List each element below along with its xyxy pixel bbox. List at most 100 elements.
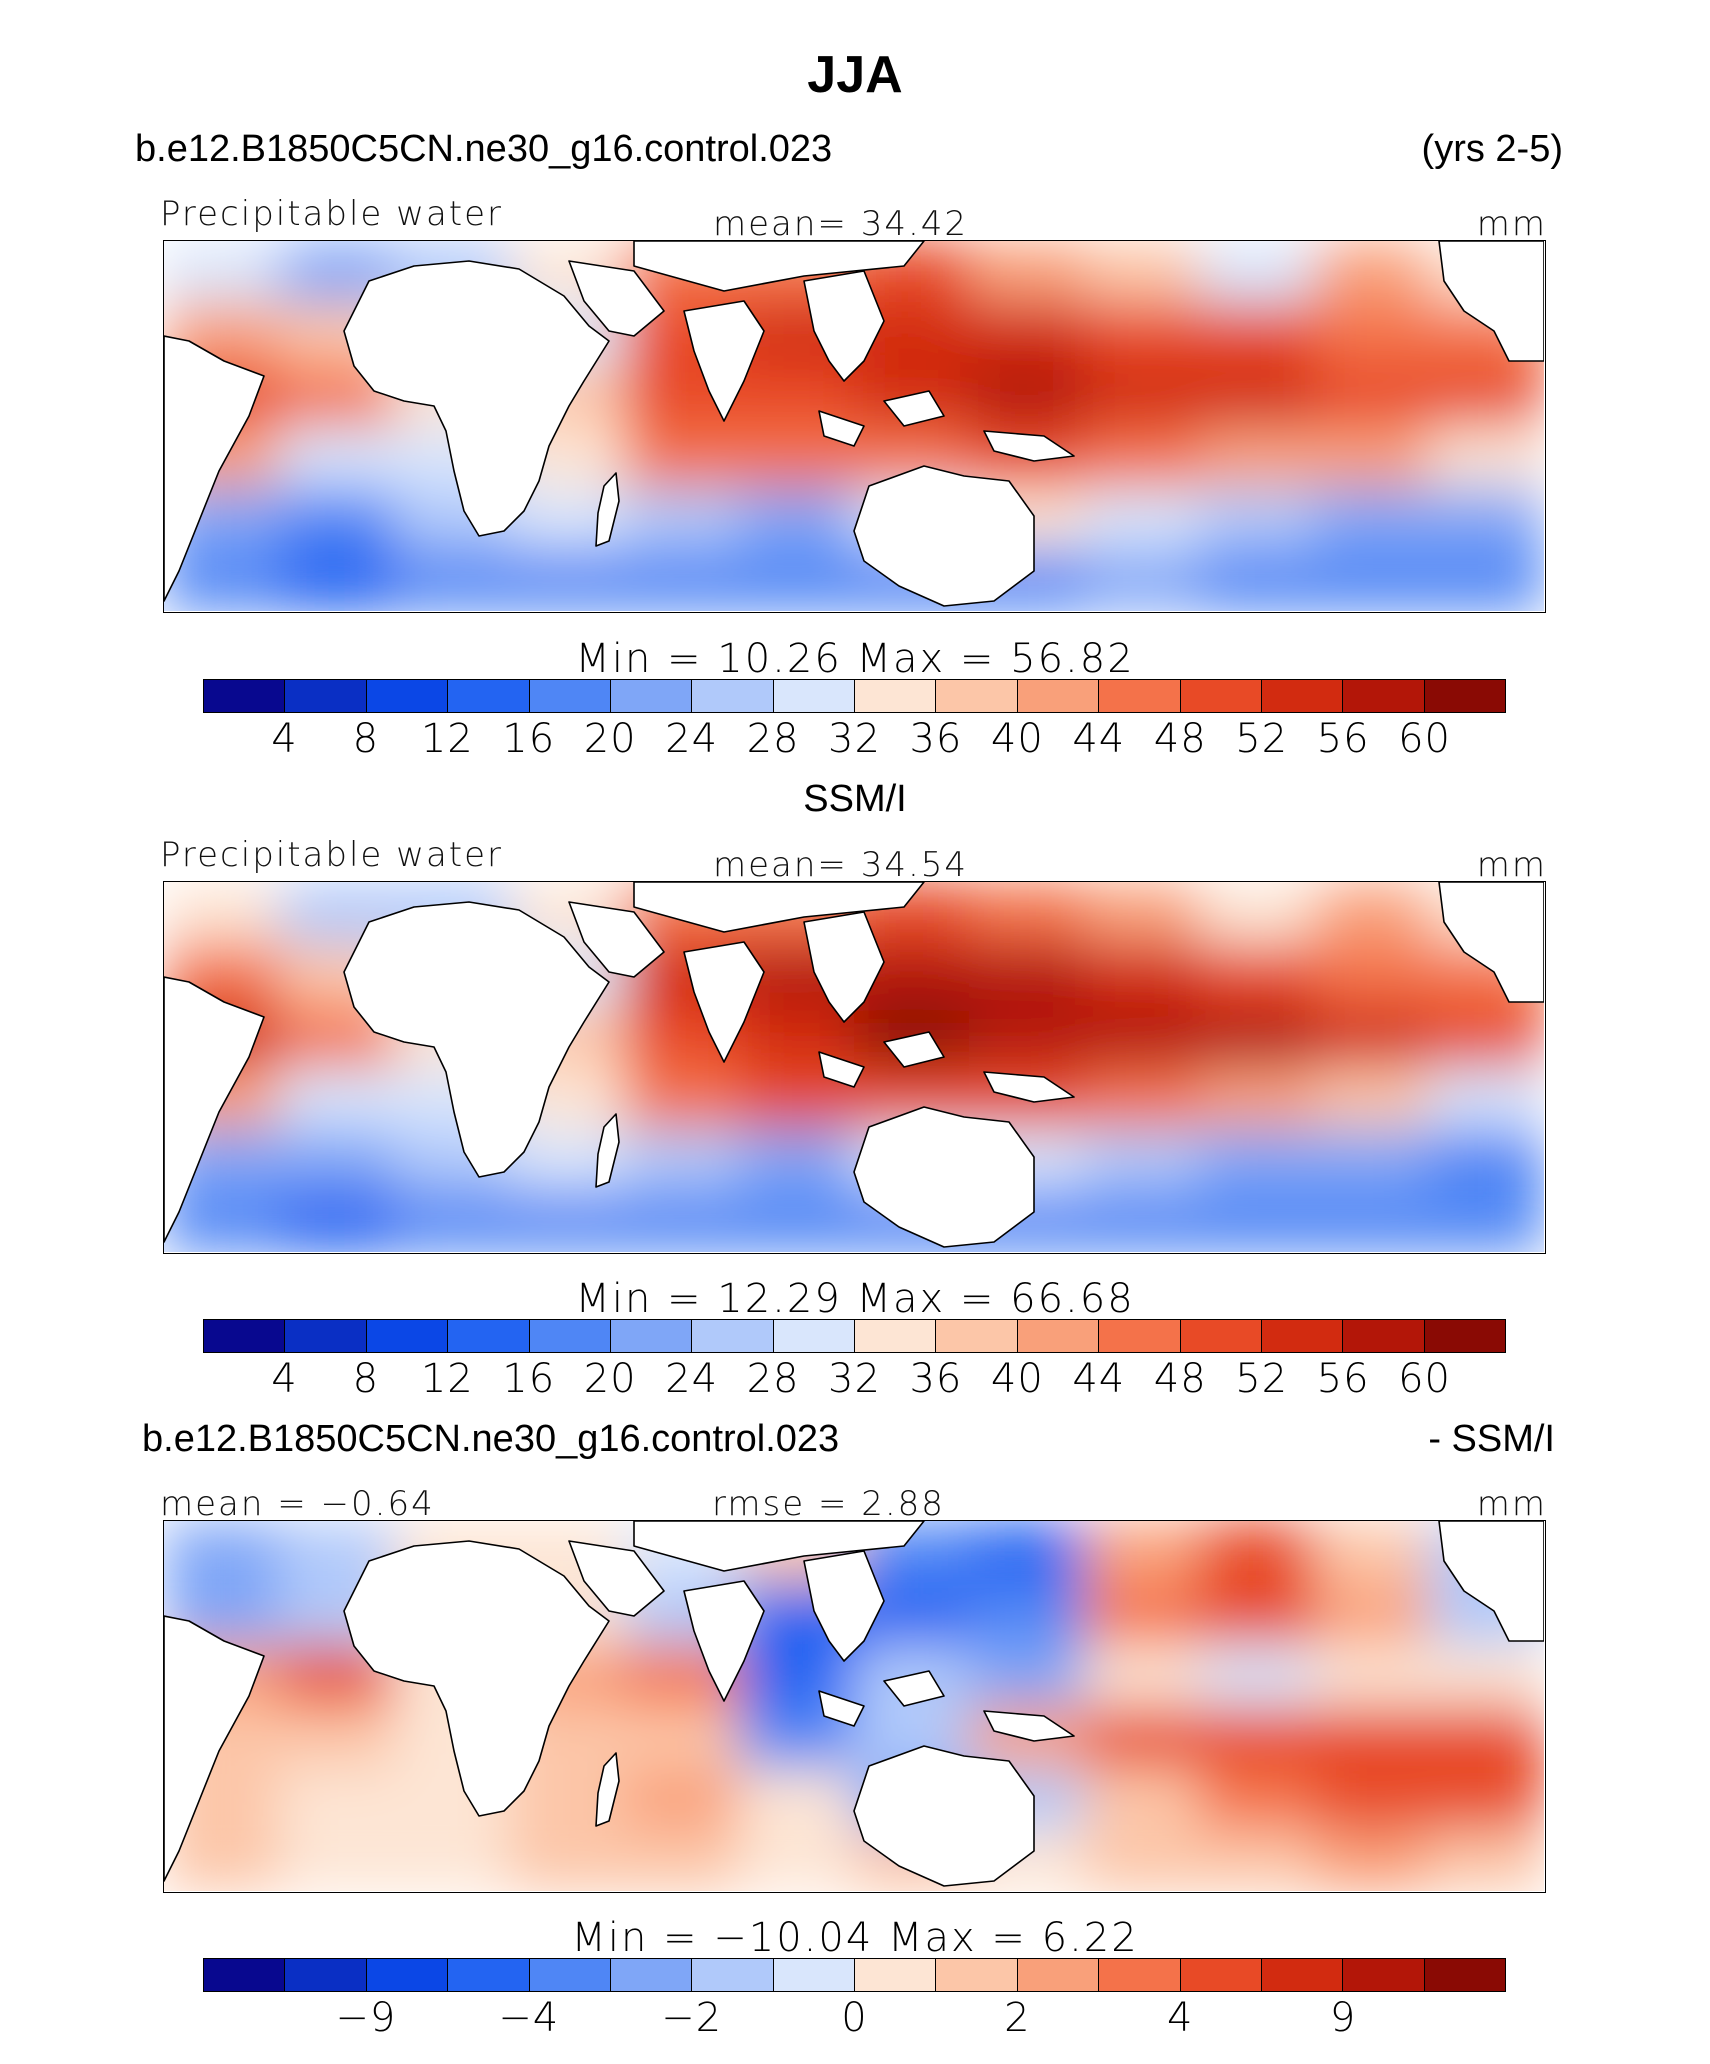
- field-cell: [1314, 1706, 1430, 1769]
- coastline-shape: [818, 410, 865, 447]
- panel1-units-label: mm: [1476, 204, 1547, 244]
- coastline-shape: [683, 300, 765, 422]
- field-cell: [969, 1582, 1085, 1646]
- panel3-map-svg: [164, 1521, 1544, 1891]
- colorbar-swatch: [204, 1959, 286, 1991]
- colorbar-swatch: [448, 1959, 530, 1991]
- field-cell: [1429, 1067, 1544, 1130]
- field-cell: [1199, 1005, 1315, 1068]
- field-cell: [1429, 549, 1544, 611]
- field-cell: [279, 426, 395, 489]
- field-cell: [279, 487, 395, 551]
- colorbar-swatch: [855, 1959, 937, 1991]
- field-cell: [1199, 364, 1315, 427]
- coastline-shape: [595, 472, 620, 547]
- field-cell: [969, 1521, 1085, 1584]
- field-cell: [969, 241, 1085, 304]
- coastline-shape: [164, 1615, 265, 1882]
- field-cell: [624, 1767, 740, 1831]
- colorbar-tick-label: 52: [1235, 716, 1289, 762]
- coastline-shape: [1438, 882, 1544, 1003]
- colorbar-tick-label: 28: [746, 716, 800, 762]
- panel1-map: [163, 240, 1546, 613]
- panel1-colorbar-ticks: 4 8 12 16 20 24 28 32 36 40 44 48 52 56 60: [203, 716, 1506, 762]
- colorbar-tick-label: 28: [746, 1356, 800, 1402]
- field-cell: [739, 1190, 855, 1252]
- field-cell: [1429, 1190, 1544, 1252]
- panel3-colorbar: [203, 1958, 1506, 1992]
- field-cell: [1429, 1128, 1544, 1192]
- colorbar-tick-label: 36: [909, 1356, 963, 1402]
- colorbar-swatch: [1343, 1959, 1425, 1991]
- field-cell: [1314, 1190, 1430, 1252]
- field-cell: [969, 1644, 1085, 1707]
- land-mask: [164, 241, 1544, 607]
- colorbar-tick-label: 32: [828, 716, 881, 762]
- field-cell: [1314, 364, 1430, 427]
- field-cell: [279, 1767, 395, 1831]
- panel1-map-svg: [164, 241, 1544, 611]
- colorbar-tick-label: 52: [1235, 1356, 1289, 1402]
- field-cell: [1429, 1829, 1544, 1891]
- field-cell: [1199, 1190, 1315, 1252]
- colorbar-swatch: [1099, 680, 1181, 712]
- field-cell: [1084, 1706, 1200, 1769]
- colorbar-swatch: [1017, 680, 1100, 712]
- field-cell: [1084, 1521, 1200, 1584]
- panel1-minmax: Min = 10.26 Max = 56.82: [575, 636, 1135, 682]
- colorbar-swatch: [366, 1320, 449, 1352]
- panel3-mean-label: mean = −0.64: [160, 1484, 435, 1524]
- colorbar-swatch: [1424, 1320, 1505, 1352]
- colorbar-tick-label: 8: [352, 716, 380, 762]
- colorbar-swatch: [1343, 1320, 1425, 1352]
- colorbar-swatch: [936, 1320, 1018, 1352]
- field-cell: [624, 487, 740, 551]
- panel1-model-label: b.e12.B1850C5CN.ne30_g16.control.023: [135, 128, 833, 170]
- field-cell: [1084, 1582, 1200, 1646]
- field-cell: [969, 364, 1085, 427]
- field-cell: [1314, 882, 1430, 945]
- colorbar-tick-label: 2: [1004, 1995, 1031, 2041]
- field-cell: [1429, 487, 1544, 551]
- colorbar-tick-label: 44: [1072, 1356, 1126, 1402]
- colorbar-tick-label: 60: [1398, 716, 1452, 762]
- field-cell: [279, 1706, 395, 1769]
- coastline-shape: [683, 1580, 765, 1702]
- field-cell: [1429, 1644, 1544, 1707]
- field-cell: [279, 1067, 395, 1130]
- colorbar-swatch: [610, 680, 693, 712]
- coastline-shape: [164, 335, 265, 602]
- field-cell: [1429, 1767, 1544, 1831]
- field-cell: [1314, 1067, 1430, 1130]
- colorbar-swatch: [529, 1320, 611, 1352]
- field-cell: [509, 1829, 625, 1891]
- field-cell: [1314, 302, 1430, 366]
- colorbar-swatch: [204, 680, 286, 712]
- colorbar-swatch: [366, 1959, 449, 1991]
- coastline-shape: [343, 1540, 610, 1817]
- colorbar-swatch: [529, 680, 611, 712]
- colorbar-tick-label: 12: [420, 1356, 474, 1402]
- field-cell: [1199, 549, 1315, 611]
- land-mask: [164, 1521, 1544, 1887]
- panel3-model-label: b.e12.B1850C5CN.ne30_g16.control.023: [142, 1418, 840, 1460]
- field-cell: [1314, 1644, 1430, 1707]
- colorbar-tick-label: 12: [420, 716, 474, 762]
- colorbar-swatch: [1099, 1959, 1181, 1991]
- coastline-shape: [983, 1071, 1075, 1103]
- colorbar-swatch: [1424, 1959, 1505, 1991]
- panel3-rmse-label: rmse = 2.88: [712, 1484, 945, 1524]
- coastline-shape: [1438, 1521, 1544, 1642]
- colorbar-tick-label: 24: [665, 1356, 719, 1402]
- coastline-shape: [803, 1550, 885, 1662]
- colorbar-swatch: [1343, 680, 1425, 712]
- colorbar-tick-label: 56: [1316, 1356, 1370, 1402]
- coastline-shape: [883, 390, 945, 427]
- coastline-shape: [1438, 241, 1544, 362]
- panel1-variable-label: Precipitable water: [160, 194, 504, 234]
- field-cell: [1199, 1521, 1315, 1584]
- field-cell: [1084, 1067, 1200, 1130]
- colorbar-tick-label: 48: [1153, 716, 1207, 762]
- colorbar-tick-label: 32: [828, 1356, 881, 1402]
- coastline-shape: [883, 1031, 945, 1068]
